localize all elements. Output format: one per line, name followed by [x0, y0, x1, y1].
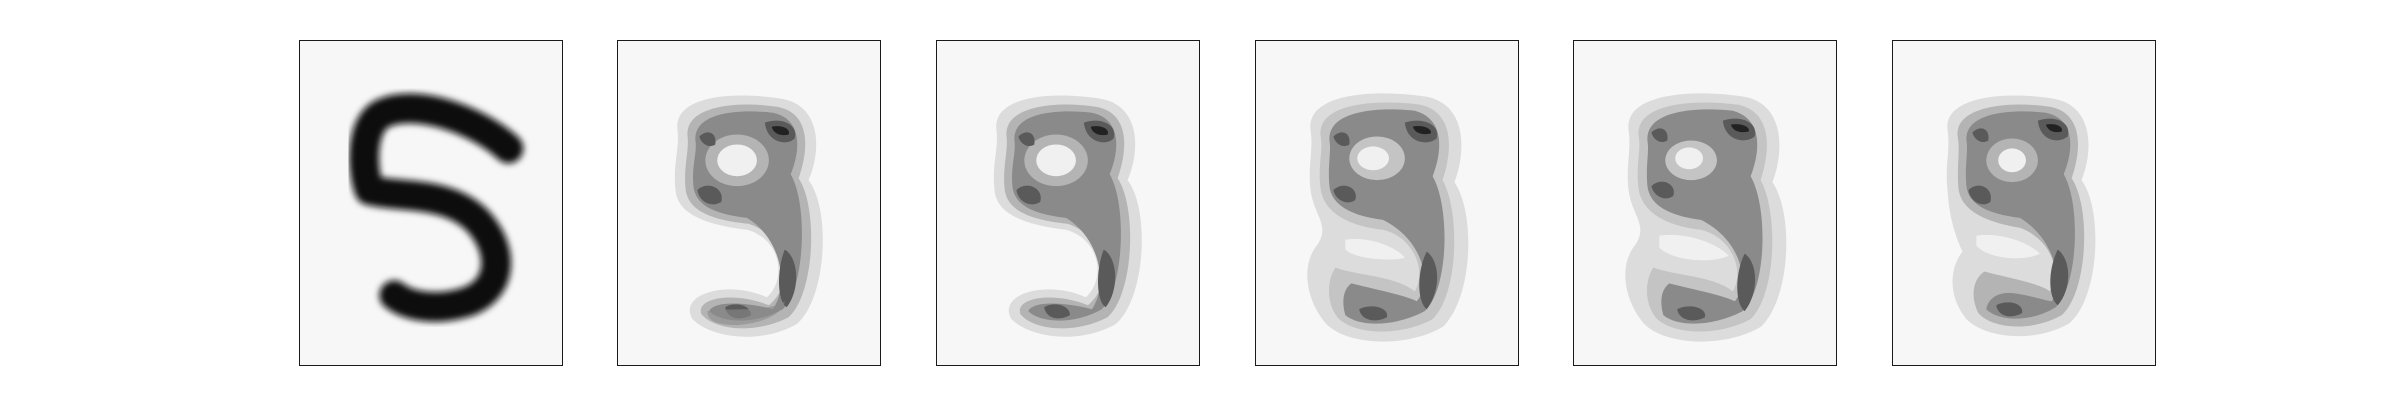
reconstruction-image-1	[618, 41, 880, 365]
reconstruction-panel-2	[936, 40, 1200, 366]
reconstruction-panel-1	[617, 40, 881, 366]
reconstruction-image-5	[1893, 41, 2155, 365]
reconstruction-panel-3	[1255, 40, 1519, 366]
reconstruction-panel-5	[1892, 40, 2156, 366]
reconstruction-image-4	[1574, 41, 1836, 365]
reconstruction-panel-4	[1573, 40, 1837, 366]
reconstruction-image-2	[937, 41, 1199, 365]
reconstruction-image-3	[1256, 41, 1518, 365]
input-digit-panel	[299, 40, 563, 366]
input-digit-image	[300, 41, 562, 365]
